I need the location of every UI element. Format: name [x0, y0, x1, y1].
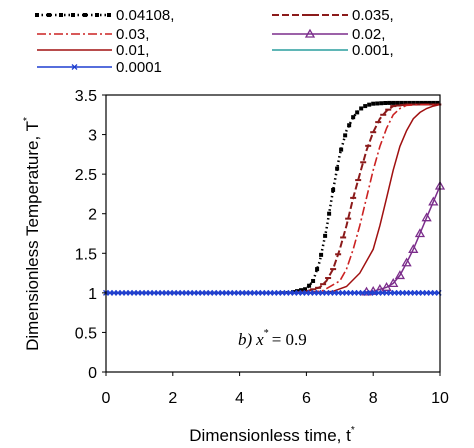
y-tick-label: 3 — [88, 128, 97, 145]
series-4 — [106, 103, 441, 294]
data-point — [427, 100, 432, 105]
data-point — [415, 100, 420, 105]
data-point — [408, 244, 419, 253]
legend-label: 0.04108, — [116, 7, 174, 24]
legend-marker — [59, 13, 63, 17]
data-point — [323, 233, 328, 238]
legend-marker — [95, 13, 99, 17]
y-tick-label: 2 — [88, 207, 97, 224]
y-axis-label: Dimensionless Temperature, T* — [22, 117, 42, 351]
annotation-label: b) x* = 0.9 — [238, 328, 307, 349]
data-point — [403, 100, 408, 105]
series-3 — [106, 180, 446, 296]
data-point — [303, 287, 308, 292]
legend-marker — [83, 13, 87, 17]
legend-label: 0.0001 — [116, 59, 162, 76]
series-6 — [103, 289, 442, 296]
data-point — [331, 187, 336, 192]
legend-item-3: 0.02, — [272, 26, 385, 43]
data-point — [414, 228, 426, 238]
data-point — [387, 100, 392, 105]
x-tick-label: 2 — [168, 390, 177, 407]
plot-area — [103, 100, 446, 296]
data-point — [315, 267, 320, 272]
data-point — [319, 252, 324, 257]
y-tick-label: 3.5 — [75, 88, 97, 105]
data-point — [435, 100, 440, 105]
legend-marker — [71, 64, 78, 70]
legend-label: 0.001, — [352, 42, 394, 59]
x-tick-label: 6 — [302, 390, 311, 407]
legend-label: 0.02, — [352, 26, 385, 43]
x-axis-label: Dimensionless time, t* — [189, 425, 355, 445]
data-point — [379, 101, 384, 106]
data-point — [339, 147, 344, 152]
data-point — [299, 288, 304, 293]
data-point — [388, 278, 399, 288]
legend-marker — [47, 13, 51, 17]
legend-label: 0.03, — [116, 26, 149, 43]
x-tick-label: 10 — [431, 390, 449, 407]
plot-frame — [105, 94, 441, 373]
data-point — [347, 123, 352, 128]
data-point — [395, 100, 400, 105]
legend-item-2: 0.03, — [37, 26, 149, 43]
legend-marker — [71, 13, 75, 17]
data-point — [407, 100, 412, 105]
legend-item-4: 0.01, — [37, 42, 149, 59]
series-2 — [106, 103, 440, 294]
data-point — [359, 106, 364, 111]
data-point — [421, 212, 432, 222]
data-point — [391, 100, 396, 105]
data-point — [411, 100, 416, 105]
y-tick-label: 2.5 — [75, 167, 97, 184]
data-point — [327, 211, 332, 216]
data-point — [431, 100, 436, 105]
y-tick-label: 0 — [88, 365, 97, 382]
y-tick-label: 0.5 — [75, 325, 97, 342]
data-point — [394, 270, 406, 280]
y-tick-label: 1.5 — [75, 246, 97, 263]
series-line — [106, 185, 441, 294]
data-point — [428, 196, 439, 206]
series-line — [106, 103, 440, 294]
data-point — [335, 166, 340, 171]
data-point — [351, 115, 356, 120]
legend-label: 0.035, — [352, 7, 394, 24]
data-point — [401, 257, 412, 267]
data-point — [367, 102, 372, 107]
x-tick-label: 4 — [235, 390, 244, 407]
series-line — [106, 101, 440, 295]
y-tick-label: 1 — [88, 286, 97, 303]
legend-item-5: 0.001, — [272, 42, 394, 59]
data-point — [363, 104, 368, 109]
series-1 — [106, 103, 442, 294]
legend-marker — [35, 13, 39, 17]
data-point — [355, 110, 360, 115]
legend-label: 0.01, — [116, 42, 149, 59]
data-point — [399, 100, 404, 105]
data-point — [375, 101, 380, 106]
legend-marker — [107, 13, 111, 17]
data-point — [307, 283, 312, 288]
data-point — [423, 100, 428, 105]
legend-item-0: 0.04108, — [35, 7, 174, 24]
x-tick-label: 8 — [369, 390, 378, 407]
x-tick-label: 0 — [102, 390, 111, 407]
series-line — [106, 103, 440, 294]
axes: 0 2 4 6 8 10 0 0.5 1 1.5 2 2.5 3 3.5 — [75, 88, 449, 407]
data-point — [371, 101, 376, 106]
series-0 — [106, 100, 440, 295]
legend: 0.04108, 0.035, 0.03, 0.02, 0.01, 0.001, 0.000… — [35, 7, 394, 76]
data-point — [419, 100, 424, 105]
data-point — [343, 133, 348, 138]
legend-marker — [304, 28, 316, 38]
legend-item-1: 0.035, — [272, 7, 394, 24]
data-point — [383, 100, 388, 105]
data-point — [311, 278, 316, 283]
legend-item-6: 0.0001 — [37, 59, 162, 76]
series-line — [106, 103, 441, 294]
